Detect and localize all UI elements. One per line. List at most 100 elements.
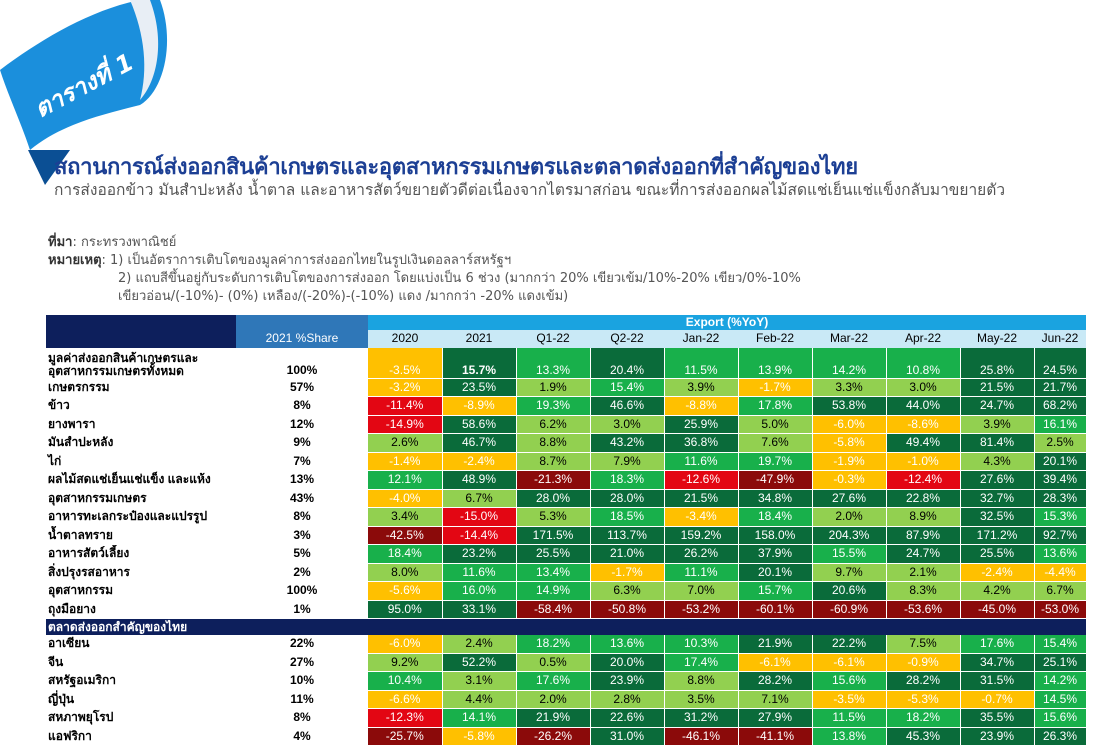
value-cell: 13.9% [738, 347, 813, 379]
value-cell: -0.9% [886, 653, 961, 672]
value-cell: 159.2% [664, 526, 739, 545]
value-cell: 46.7% [442, 433, 517, 453]
value-cell: -46.1% [664, 727, 739, 746]
value-cell: 25.8% [960, 347, 1035, 379]
value-cell: 18.4% [738, 507, 813, 527]
value-cell: 1.9% [516, 378, 591, 397]
value-cell: 158.0% [738, 526, 813, 545]
value-cell: 13.4% [516, 563, 591, 582]
column-header: 2020 [368, 330, 442, 348]
value-cell: 7.5% [886, 635, 961, 654]
table-row: จีน 27% 9.2% 52.2% 0.5% 20.0% 17.4% -6.1% -6.1% -… [46, 653, 1087, 672]
table-row: มูลค่าส่งออกสินค้าเกษตรและอุตสาหกรรมเกษต… [46, 347, 1087, 379]
value-cell: 0.5% [516, 653, 591, 672]
value-cell: 20.0% [590, 653, 665, 672]
value-cell: 6.7% [1034, 581, 1087, 601]
page-title: สถานการณ์ส่งออกสินค้าเกษตรและอุตสาหกรรมเ… [54, 155, 858, 180]
value-cell: 8.8% [516, 433, 591, 453]
value-cell: 28.0% [516, 489, 591, 508]
value-cell: 113.7% [590, 526, 665, 545]
value-cell: -3.5% [368, 347, 443, 379]
value-cell: 19.7% [738, 452, 813, 471]
value-cell: 49.4% [886, 433, 961, 453]
value-cell: -21.3% [516, 470, 591, 490]
share-cell: 8% [293, 398, 311, 412]
remark-2: 2) แถบสีขึ้นอยู่กับระดับการเติบโตของการส… [118, 271, 801, 286]
row-label: ข้าว [48, 398, 70, 412]
value-cell: 81.4% [960, 433, 1035, 453]
value-cell: 15.7% [442, 347, 517, 379]
value-cell: -53.6% [886, 600, 961, 619]
value-cell: 3.0% [886, 378, 961, 397]
value-cell: -41.1% [738, 727, 813, 746]
value-cell: 3.1% [442, 671, 517, 691]
value-cell: 20.1% [1034, 452, 1087, 471]
row-label: อาหารสัตว์เลี้ยง [48, 546, 130, 560]
value-cell: 36.8% [664, 433, 739, 453]
value-cell: 14.9% [516, 581, 591, 601]
table-row: ถุงมือยาง 1% 95.0% 33.1% -58.4% -50.8% -53.2% -… [46, 600, 1087, 619]
value-cell: -14.4% [442, 526, 517, 545]
value-cell: 7.0% [664, 581, 739, 601]
value-cell: 28.3% [1034, 489, 1087, 508]
value-cell: 20.4% [590, 347, 665, 379]
value-cell: -47.9% [738, 470, 813, 490]
section-label: ตลาดส่งออกสำคัญของไทย [46, 618, 1086, 635]
value-cell: 26.2% [664, 544, 739, 564]
value-cell: -53.0% [1034, 600, 1087, 619]
value-cell: -5.6% [368, 581, 443, 601]
value-cell: -1.7% [590, 563, 665, 582]
value-cell: 171.2% [960, 526, 1035, 545]
value-cell: 23.2% [442, 544, 517, 564]
value-cell: 31.2% [664, 708, 739, 728]
row-label: สิ่งปรุงรสอาหาร [48, 564, 130, 579]
value-cell: -1.9% [812, 452, 887, 471]
table-row: อาหารสัตว์เลี้ยง 5% 18.4% 23.2% 25.5% 21.0% 26… [46, 544, 1087, 564]
value-cell: 10.3% [664, 635, 739, 654]
value-cell: 15.6% [1034, 708, 1087, 728]
remark-3: เขียวอ่อน/(-10%)- (0%) เหลือง/(-20%)-(-1… [118, 289, 569, 304]
share-cell: 5% [293, 546, 311, 560]
value-cell: -3.5% [812, 690, 887, 709]
value-cell: 27.6% [960, 470, 1035, 490]
value-cell: 13.8% [812, 727, 887, 746]
value-cell: 21.0% [590, 544, 665, 564]
value-cell: 34.8% [738, 489, 813, 508]
value-cell: -1.0% [886, 452, 961, 471]
row-label: ถุงมือยาง [48, 601, 96, 616]
value-cell: 5.3% [516, 507, 591, 527]
value-cell: 2.4% [442, 635, 517, 654]
value-cell: 46.6% [590, 396, 665, 416]
value-cell: 17.8% [738, 396, 813, 416]
value-cell: 8.3% [886, 581, 961, 601]
share-cell: 100% [286, 583, 318, 597]
value-cell: 3.4% [368, 507, 443, 527]
value-cell: 10.8% [886, 347, 961, 379]
header-blank [46, 330, 236, 348]
source-text: : กระทรวงพาณิชย์ [72, 235, 177, 250]
value-cell: 35.5% [960, 708, 1035, 728]
value-cell: 20.1% [738, 563, 813, 582]
badge-ribbon: ตารางที่ 1 [0, 0, 168, 185]
value-cell: -25.7% [368, 727, 443, 746]
value-cell: 52.2% [442, 653, 517, 672]
remark-1: : 1) เป็นอัตราการเติบโตของมูลค่าการส่งออ… [101, 253, 512, 268]
column-header: Q1-22 [516, 330, 590, 348]
header-row-1: Export (%YoY) [46, 315, 1086, 330]
row-label: อาเซียน [48, 636, 90, 651]
value-cell: 87.9% [886, 526, 961, 545]
share-cell: 13% [289, 472, 315, 486]
value-cell: 7.6% [738, 433, 813, 453]
value-cell: 39.4% [1034, 470, 1087, 490]
row-label: สหภาพยุโรป [48, 710, 114, 724]
value-cell: 58.6% [442, 415, 517, 434]
row-label: อาหารทะเลกระป๋องและแปรรูป [48, 509, 208, 523]
share-cell: 57% [289, 379, 315, 394]
row-label: ยางพารา [48, 416, 96, 431]
value-cell: 204.3% [812, 526, 887, 545]
column-header: Q2-22 [590, 330, 664, 348]
value-cell: -5.3% [886, 690, 961, 709]
value-cell: -5.8% [442, 727, 517, 746]
value-cell: -3.4% [664, 507, 739, 527]
value-cell: -11.4% [368, 396, 443, 416]
